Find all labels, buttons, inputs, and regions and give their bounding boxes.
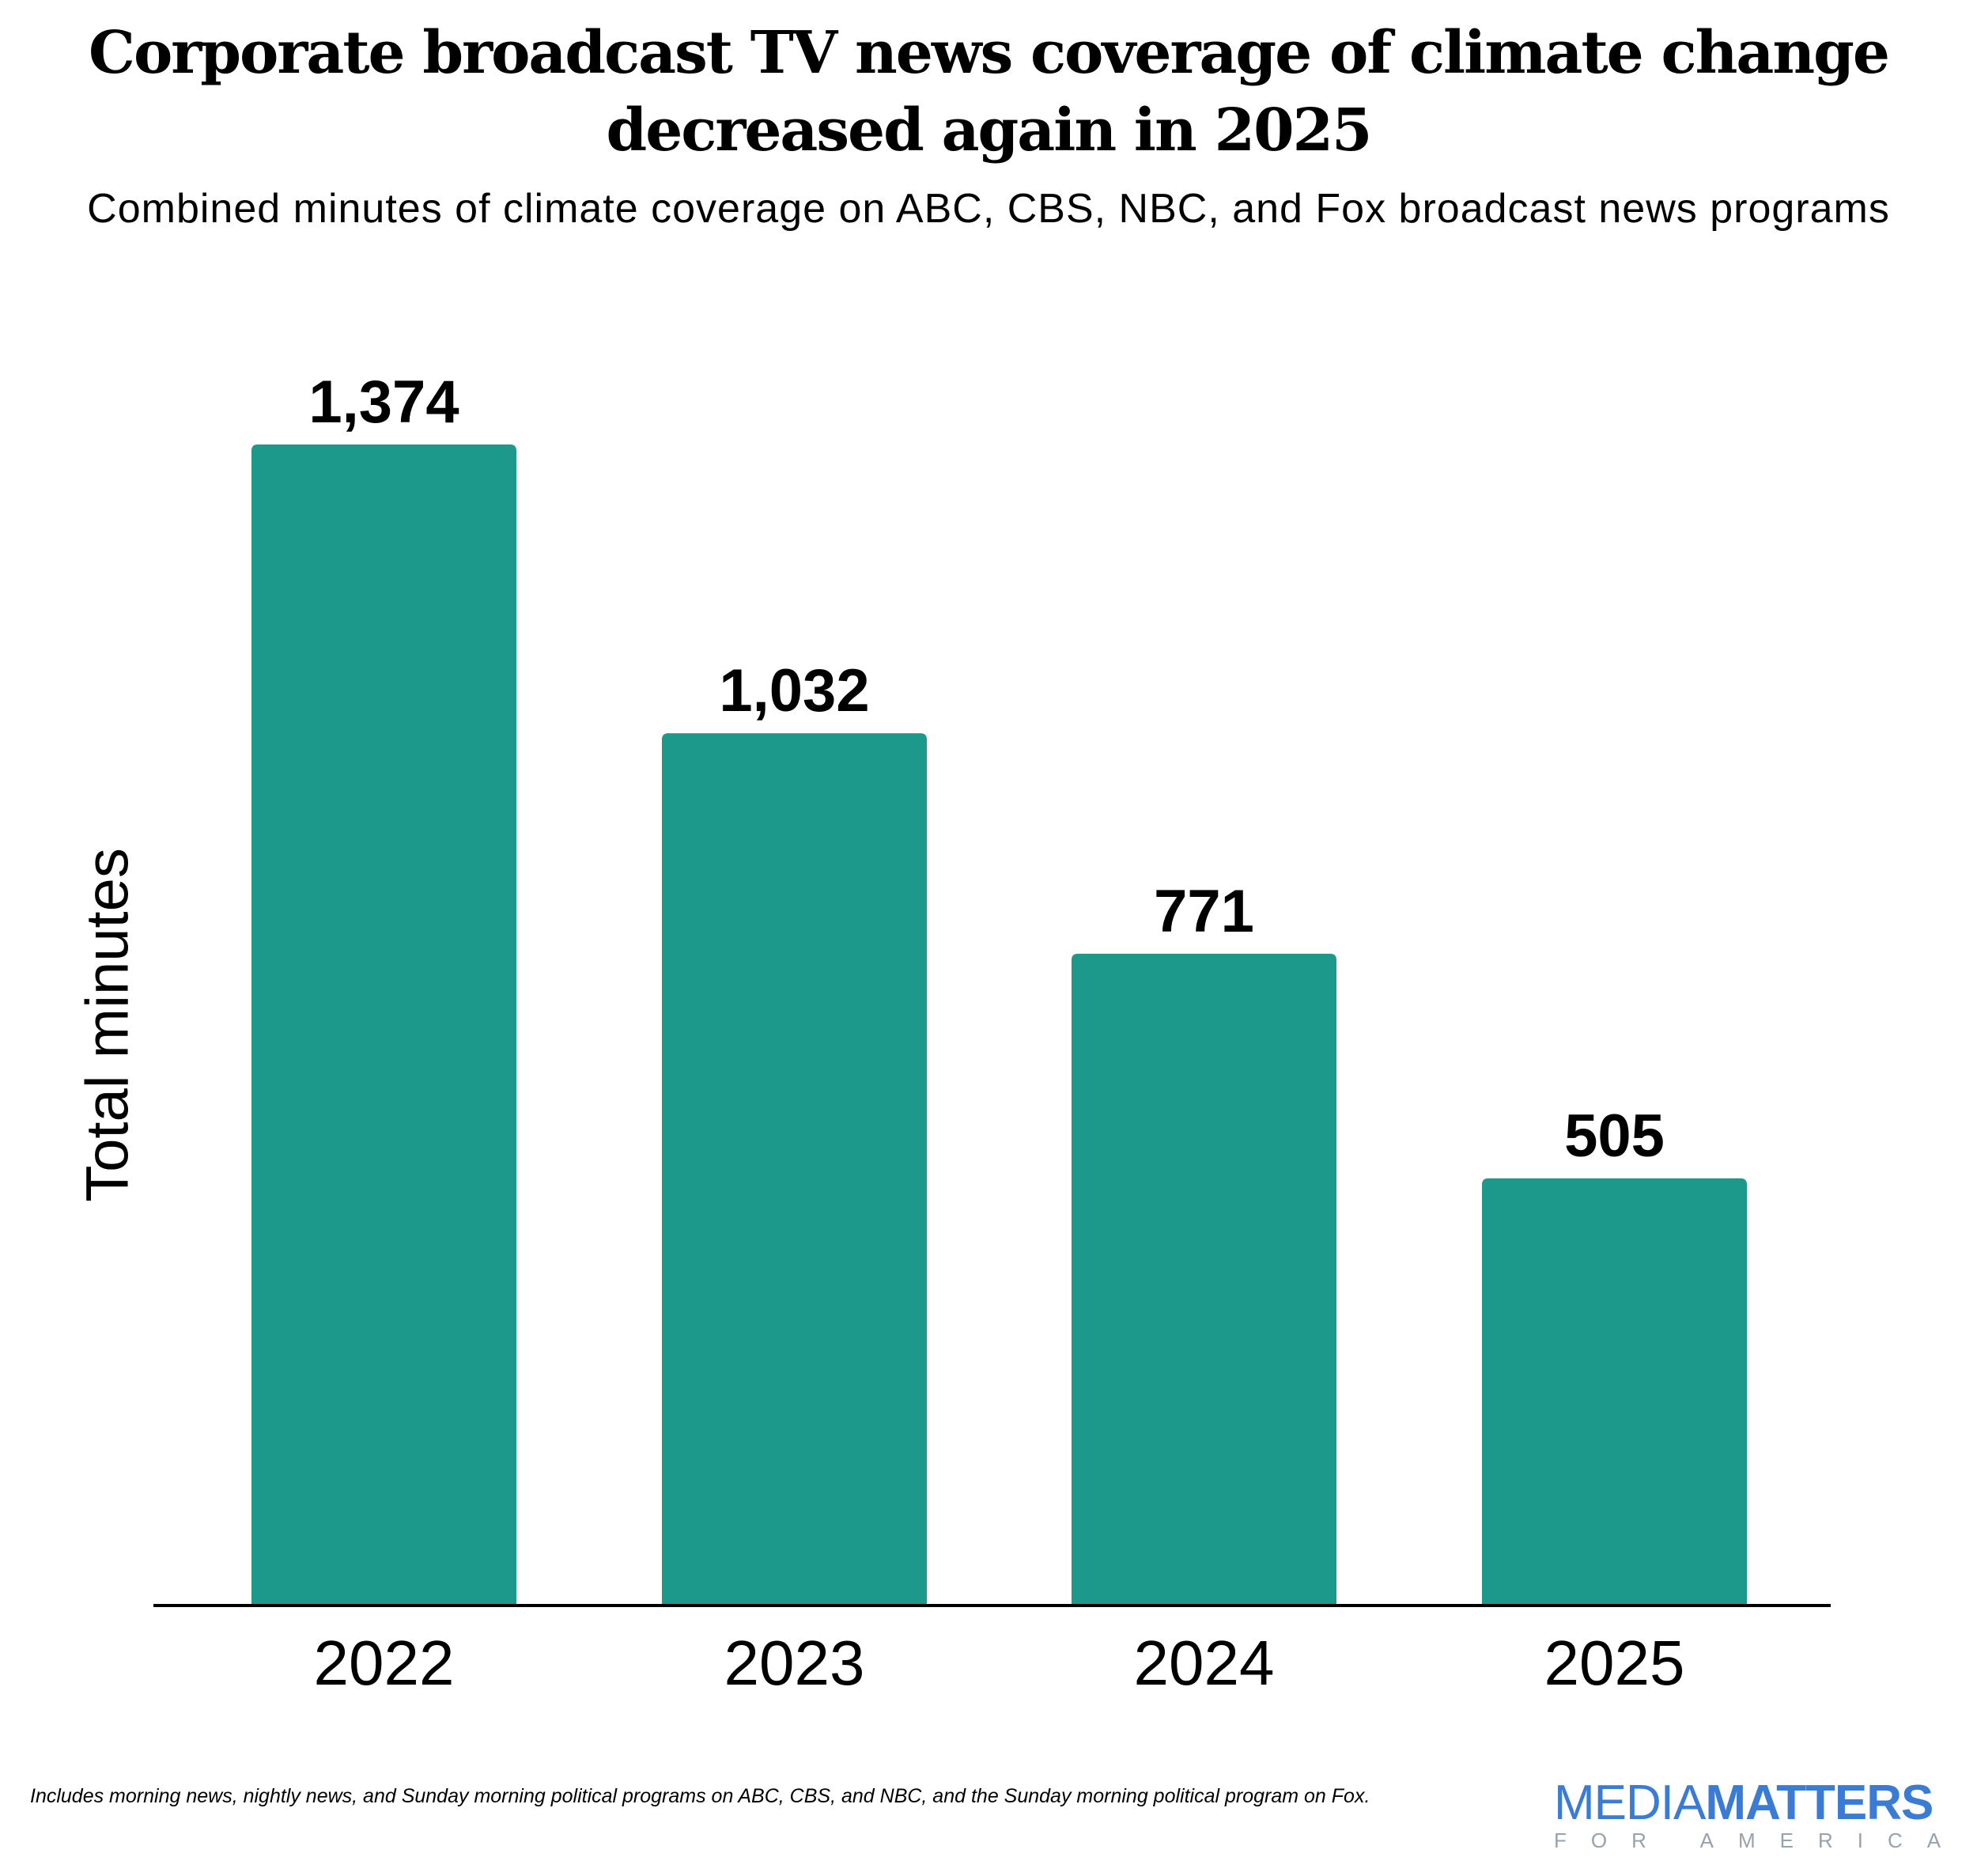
x-tick-label-2025: 2025 <box>1544 1628 1685 1698</box>
data-label-2025: 505 <box>1564 1103 1665 1170</box>
footnote: Includes morning news, nightly news, and… <box>30 1785 1370 1807</box>
x-tick-label-2022: 2022 <box>314 1628 455 1698</box>
data-label-2023: 1,032 <box>719 657 869 724</box>
data-label-2022: 1,374 <box>308 369 459 436</box>
chart-subtitle: Combined minutes of climate coverage on … <box>87 186 1890 232</box>
chart-title: Corporate broadcast TV news coverage of … <box>89 19 1890 165</box>
x-tick-label-2023: 2023 <box>724 1628 865 1698</box>
bar-2023 <box>662 733 927 1606</box>
logo-tagline: FOR AMERICA <box>1554 1829 1966 1852</box>
data-label-2024: 771 <box>1154 878 1254 945</box>
logo-word-matters: MATTERS <box>1705 1776 1934 1830</box>
x-tick-label-2024: 2024 <box>1134 1628 1275 1698</box>
logo-word-media: MEDIA <box>1554 1776 1706 1830</box>
bar-2022 <box>251 444 516 1605</box>
bar-2025 <box>1482 1178 1747 1605</box>
media-matters-logo: MEDIAMATTERS FOR AMERICA <box>1554 1779 1966 1854</box>
bar-2024 <box>1072 953 1336 1605</box>
